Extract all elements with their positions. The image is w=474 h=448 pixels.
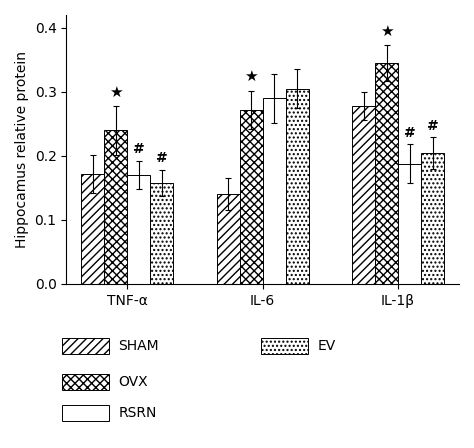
Bar [240, 110, 263, 284]
Bar [150, 183, 173, 284]
Text: #: # [156, 151, 168, 165]
Bar [286, 89, 309, 284]
Bar [217, 194, 240, 284]
Text: #: # [427, 119, 438, 133]
Text: ★: ★ [244, 69, 258, 84]
Bar [263, 98, 286, 284]
Text: OVX: OVX [118, 375, 148, 389]
Text: EV: EV [318, 339, 336, 353]
Text: #: # [404, 126, 415, 140]
Text: SHAM: SHAM [118, 339, 159, 353]
Text: ★: ★ [380, 24, 393, 39]
Bar [127, 175, 150, 284]
Bar [421, 153, 444, 284]
Text: #: # [133, 142, 145, 156]
Y-axis label: Hippocamus relative protein: Hippocamus relative protein [15, 51, 29, 248]
Text: ★: ★ [109, 85, 122, 99]
Bar [375, 63, 398, 284]
Text: RSRN: RSRN [118, 406, 157, 420]
Bar [398, 164, 421, 284]
Bar [81, 174, 104, 284]
Bar [104, 130, 127, 284]
Bar [352, 106, 375, 284]
